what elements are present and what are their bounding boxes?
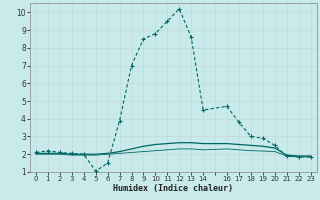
X-axis label: Humidex (Indice chaleur): Humidex (Indice chaleur) [113,184,233,193]
